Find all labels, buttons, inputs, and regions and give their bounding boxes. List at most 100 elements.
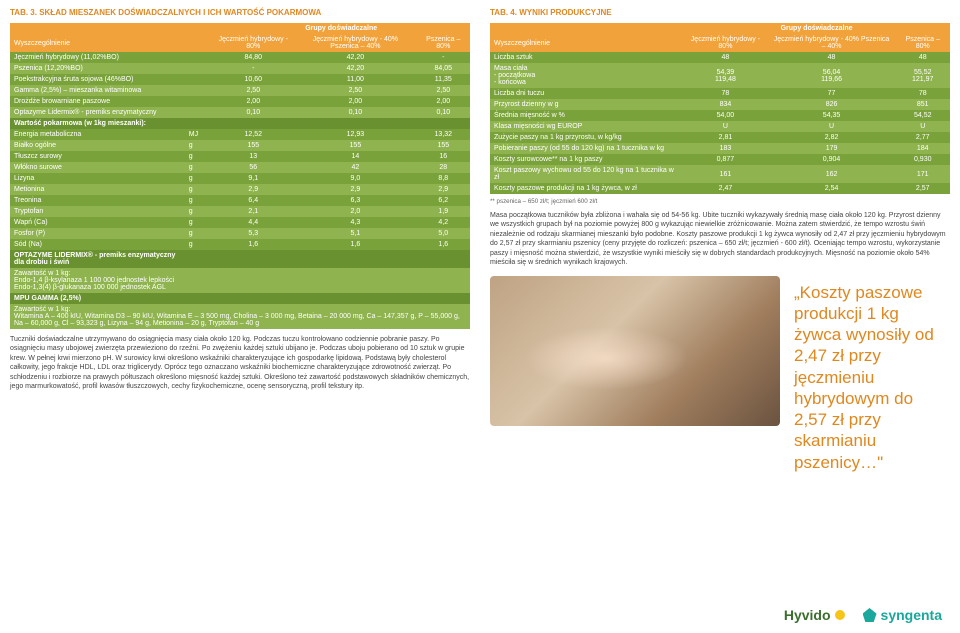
table-cell: 77 (768, 88, 896, 99)
table-cell: 155 (294, 140, 416, 151)
table-cell: 2,9 (417, 184, 470, 195)
table-cell: 2,00 (212, 96, 294, 107)
table-cell: g (185, 184, 213, 195)
table-cell: g (185, 162, 213, 173)
syngenta-text: syngenta (881, 607, 942, 623)
table-cell: g (185, 195, 213, 206)
col-header: Jęczmień hybrydowy - 80% (683, 34, 767, 52)
table-row: Energia metabolicznaMJ12,5212,9313,32 (10, 129, 470, 140)
table-cell: 78 (683, 88, 767, 99)
table-cell: 42 (294, 162, 416, 173)
table-cell: 4,2 (417, 217, 470, 228)
table-cell: Średnia mięsność w % (490, 110, 683, 121)
table-cell: Klasa mięsności wg EUROP (490, 121, 683, 132)
table-cell: 171 (895, 165, 950, 183)
table-cell: 48 (683, 52, 767, 63)
table-row: Pszenica (12,20%BO)-42,2084,05 (10, 63, 470, 74)
table-cell: Wapń (Ca) (10, 217, 185, 228)
table-cell: - (417, 52, 470, 63)
table-cell (294, 250, 416, 268)
table-row: Wapń (Ca)g4,44,34,2 (10, 217, 470, 228)
table-cell: g (185, 173, 213, 184)
table-cell (294, 118, 416, 129)
table-cell: 184 (895, 143, 950, 154)
table-cell: 78 (895, 88, 950, 99)
col-header (185, 34, 213, 52)
table-row: Liczba dni tuczu787778 (490, 88, 950, 99)
table-cell: 851 (895, 99, 950, 110)
table-cell: 12,52 (212, 129, 294, 140)
table-cell: 48 (895, 52, 950, 63)
table-cell: Metionina (10, 184, 185, 195)
table-cell: Pszenica (12,20%BO) (10, 63, 185, 74)
table-cell: Zużycie paszy na 1 kg przyrostu, w kg/kg (490, 132, 683, 143)
table-cell: Pobieranie paszy (od 55 do 120 kg) na 1 … (490, 143, 683, 154)
table-cell: 834 (683, 99, 767, 110)
table-cell: 54,52 (895, 110, 950, 121)
table-cell: 6,3 (294, 195, 416, 206)
table-cell: 1,9 (417, 206, 470, 217)
table-cell: 5,0 (417, 228, 470, 239)
results-paragraph: Masa początkowa tuczników była zbliżona … (490, 211, 950, 268)
col-header: Jęczmień hybrydowy - 40% Pszenica – 40% (294, 34, 416, 52)
table-cell: 2,47 (683, 183, 767, 194)
table-cell: 54,00 (683, 110, 767, 121)
table-cell: Wartość pokarmowa (w 1kg mieszanki): (10, 118, 185, 129)
table-cell: 0,10 (212, 107, 294, 118)
table-cell: 2,00 (417, 96, 470, 107)
table-cell: - (212, 63, 294, 74)
table-cell: 2,77 (895, 132, 950, 143)
price-footnote: ** pszenica – 650 zł/t; jęczmień 600 zł/… (490, 198, 950, 205)
table-cell: 48 (768, 52, 896, 63)
table-cell (185, 118, 213, 129)
table-cell: 11,35 (417, 74, 470, 85)
table-cell: 12,93 (294, 129, 416, 140)
table-cell: U (895, 121, 950, 132)
table-row: Metioninag2,92,92,9 (10, 184, 470, 195)
table-cell: Poekstrakcyjna śruta sojowa (46%BO) (10, 74, 185, 85)
left-panel: TAB. 3. SKŁAD MIESZANEK DOŚWIADCZALNYCH … (0, 0, 480, 481)
table-row: Włókno suroweg564228 (10, 162, 470, 173)
table-cell: Sód (Na) (10, 239, 185, 250)
table-cell: 42,20 (294, 52, 416, 63)
table-cell: 6,4 (212, 195, 294, 206)
table-cell: Koszty paszowe produkcji na 1 kg żywca, … (490, 183, 683, 194)
pull-quote: „Koszty paszowe produkcji 1 kg żywca wyn… (794, 282, 950, 473)
table-cell: Jęczmień hybrydowy (11,02%BO) (10, 52, 185, 63)
table-cell: OPTAZYME LIDERMIX® - premiks enzymatyczn… (10, 250, 185, 268)
table-cell: 5,3 (212, 228, 294, 239)
table-row: Sód (Na)g1,61,61,6 (10, 239, 470, 250)
footer-logos: Hyvido syngenta (784, 607, 942, 623)
table-cell: 13 (212, 151, 294, 162)
composition-table: Grupy doświadczalne WyszczególnienieJęcz… (10, 23, 470, 268)
table-cell: 155 (417, 140, 470, 151)
hyvido-logo: Hyvido (784, 607, 845, 623)
table-row: Zużycie paszy na 1 kg przyrostu, w kg/kg… (490, 132, 950, 143)
table-cell: 2,57 (895, 183, 950, 194)
table-row: Liczba sztuk484848 (490, 52, 950, 63)
table-cell (185, 85, 213, 96)
table-cell: 14 (294, 151, 416, 162)
results-table: Grupy doświadczalne WyszczególnienieJęcz… (490, 23, 950, 194)
table-cell (185, 52, 213, 63)
table-row: Drożdże browarniane paszowe2,002,002,00 (10, 96, 470, 107)
table-cell: 4,4 (212, 217, 294, 228)
table-cell: 183 (683, 143, 767, 154)
table-cell: Koszty surowcowe** na 1 kg paszy (490, 154, 683, 165)
table-cell: g (185, 239, 213, 250)
table-row: Średnia mięsność w %54,0054,3554,52 (490, 110, 950, 121)
table-cell: 2,50 (294, 85, 416, 96)
col-header: Jęczmień hybrydowy - 80% (212, 34, 294, 52)
pig-photo (490, 276, 780, 426)
table-cell: 9,0 (294, 173, 416, 184)
note-endo: Zawartość w 1 kg: Endo-1,4 β-ksylanaza 1… (10, 268, 470, 293)
table-cell: 55,52 121,97 (895, 63, 950, 88)
table-cell: Energia metaboliczna (10, 129, 185, 140)
table-cell: 42,20 (294, 63, 416, 74)
table-cell: Lizyna (10, 173, 185, 184)
table-cell: 0,877 (683, 154, 767, 165)
methodology-paragraph: Tuczniki doświadczalne utrzymywano do os… (10, 335, 470, 392)
table-row: OPTAZYME LIDERMIX® - premiks enzymatyczn… (10, 250, 470, 268)
tab4-title: TAB. 4. WYNIKI PRODUKCYJNE (490, 8, 950, 17)
table-cell (417, 118, 470, 129)
